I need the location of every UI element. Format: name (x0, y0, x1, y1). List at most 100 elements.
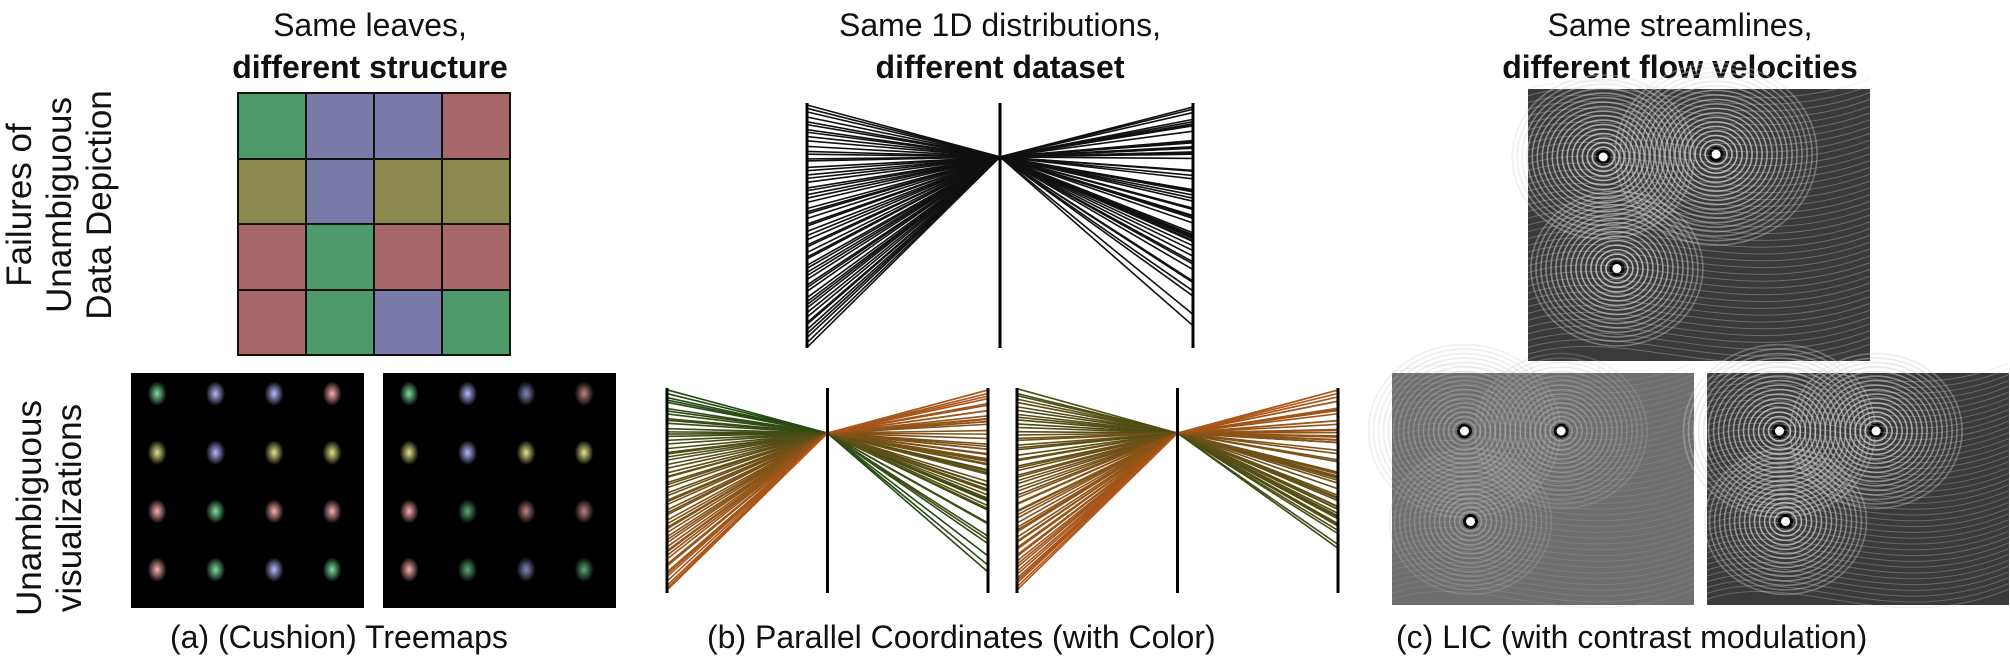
cushion-cell (131, 373, 190, 432)
vortex-ring (1644, 89, 1788, 219)
streamline (1391, 588, 1695, 609)
vortex-ring (1703, 447, 1868, 596)
treemap-cell (374, 158, 442, 224)
streamline (1527, 296, 1871, 316)
streamline (1391, 530, 1695, 551)
streamline (1391, 397, 1695, 417)
streamline (1706, 507, 2010, 528)
streamline (1527, 214, 1871, 235)
streamline (1527, 139, 1871, 160)
vortex-ring (1519, 393, 1603, 469)
streamline (1527, 282, 1871, 303)
treemap-cell (374, 224, 442, 290)
streamline (1391, 478, 1695, 499)
streamline (1706, 553, 2010, 574)
vortex-ring (1664, 107, 1768, 201)
vortex-ring (1561, 119, 1646, 195)
streamline (1706, 449, 2010, 470)
streamline (1527, 323, 1871, 343)
cushion-cell (189, 490, 248, 550)
streamline (1527, 228, 1871, 248)
vortex-ring (1550, 208, 1684, 329)
streamline (1706, 519, 2010, 539)
vortex-ring (1728, 470, 1843, 573)
vortex-ring (1540, 199, 1694, 338)
cushion-cell (305, 373, 364, 432)
vortex-ring (1605, 257, 1629, 280)
row-label-bottom-line-1: Unambiguous (10, 400, 49, 616)
vortex-ring (1427, 397, 1502, 465)
vortex-ring (1767, 420, 1792, 442)
streamline (1527, 234, 1871, 255)
streamline (1706, 536, 2010, 557)
vortex-ring (1555, 212, 1679, 325)
vortex-ring (1654, 98, 1778, 210)
treemap-cell (374, 289, 442, 355)
vortex-ring (1859, 415, 1893, 447)
vortex-ring (1619, 67, 1813, 242)
vortex-ring (1499, 375, 1623, 487)
lic-image-top (1511, 62, 1871, 364)
vortex-ring (1418, 474, 1523, 569)
streamline (1527, 160, 1871, 180)
vortex-ring (1509, 384, 1613, 478)
streamline (1391, 548, 1695, 568)
treemap-cell (238, 158, 306, 224)
streamline (1527, 200, 1871, 221)
vortex-ring (1580, 235, 1654, 302)
vortex-ring (1649, 94, 1783, 215)
streamline (1527, 180, 1871, 201)
treemap-cell (442, 93, 510, 159)
streamline (1391, 385, 1695, 406)
vortex-ring (1382, 357, 1547, 505)
vortex-ring (1388, 447, 1553, 596)
vortex-ring (1551, 110, 1656, 204)
column-title-b-bold: different dataset (875, 49, 1125, 85)
streamline (1706, 466, 2010, 487)
vortex-ring (1408, 465, 1533, 578)
streamline (1706, 524, 2010, 545)
column-title-a-bold: different structure (232, 49, 508, 85)
streamline (1527, 309, 1871, 330)
streamline (1391, 577, 1695, 597)
streamline (1391, 362, 1695, 383)
vortex-ring (1545, 203, 1689, 334)
column-title-c-bold: different flow velocities (1502, 49, 1858, 85)
streamline (1391, 490, 1695, 510)
parallel-coords-colored-left (665, 388, 990, 593)
vortex-ring (1738, 479, 1833, 564)
vortex-ring (1433, 488, 1508, 555)
streamline (1706, 490, 2010, 510)
streamline (1391, 414, 1695, 435)
vortex-ring (1570, 226, 1664, 311)
streamline (1391, 565, 1695, 586)
cushion-cell (499, 490, 558, 550)
vortex-ring (1614, 62, 1818, 246)
streamline (1706, 513, 2010, 533)
vortex-ring (1393, 452, 1548, 591)
vortex-ring (1452, 420, 1477, 442)
vortex-ring (1474, 352, 1648, 510)
vortex-ring (1413, 470, 1528, 573)
streamline (1706, 455, 2010, 475)
streamline (1391, 455, 1695, 475)
streamline (1391, 437, 1695, 458)
cushion-cell (383, 431, 442, 491)
vortex-ring (1539, 411, 1583, 451)
vortex-ring (1403, 461, 1538, 582)
streamline (1706, 571, 2010, 591)
vortex-ring (1392, 366, 1537, 496)
vortex-ring (1794, 357, 1958, 505)
vortex-ring (1402, 375, 1527, 487)
vortex-ring (1576, 132, 1631, 182)
lic-background (1392, 373, 1694, 605)
streamline (1527, 85, 1871, 105)
streamline (1527, 275, 1871, 296)
vortex-ring (1844, 402, 1908, 460)
column-title-c-plain: Same streamlines, (1547, 7, 1813, 43)
treemap-cell (306, 93, 374, 159)
vortex-ring (1526, 87, 1681, 227)
vortex-ring (1514, 388, 1608, 474)
vortex-ring (1566, 123, 1641, 191)
vortex-ring (1546, 105, 1661, 209)
